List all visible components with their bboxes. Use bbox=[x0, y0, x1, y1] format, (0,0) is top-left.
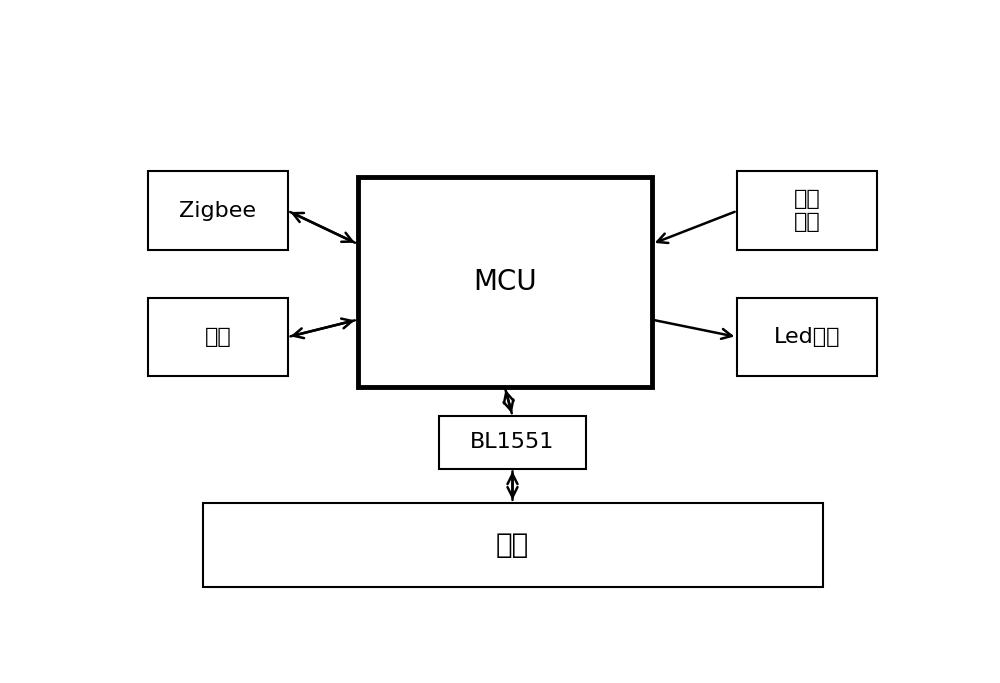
Bar bbox=[148, 298, 288, 376]
Text: 串口: 串口 bbox=[205, 327, 231, 347]
Bar bbox=[358, 177, 652, 387]
Bar bbox=[148, 171, 288, 250]
Text: MCU: MCU bbox=[473, 268, 537, 296]
Text: Led灯组: Led灯组 bbox=[774, 327, 840, 347]
Text: 系统
时钟: 系统 时钟 bbox=[794, 189, 820, 232]
Bar bbox=[202, 503, 822, 587]
Text: BL1551: BL1551 bbox=[470, 432, 555, 452]
Text: Zigbee: Zigbee bbox=[180, 201, 256, 221]
Bar bbox=[439, 416, 586, 469]
Text: 电源: 电源 bbox=[496, 531, 529, 559]
Bar bbox=[737, 171, 877, 250]
Bar bbox=[737, 298, 877, 376]
